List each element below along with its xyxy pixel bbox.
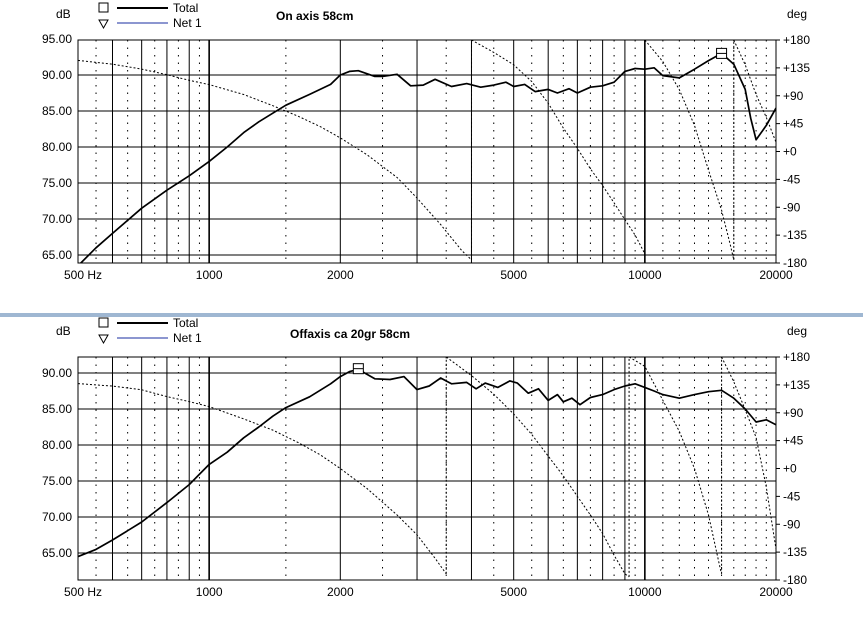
y2-tick-label: -135 [783, 545, 807, 559]
y2-axis-unit: deg [787, 7, 807, 21]
y2-tick-label: +45 [783, 434, 804, 448]
y-tick-label: 80.00 [42, 140, 72, 154]
x-tick-label: 1000 [196, 585, 223, 599]
chart-panel-1: 65.00 70.00 75.00 80.00 85.00 90.00 95.00 -180 -… [42, 1, 810, 282]
x-tick-label: 10000 [628, 585, 662, 599]
y-tick-label: 85.00 [42, 104, 72, 118]
chart-title: Offaxis ca 20gr 58cm [290, 327, 410, 341]
y-tick-label: 90.00 [42, 68, 72, 82]
legend-triangle-marker [98, 19, 109, 30]
series-net-1-line [78, 40, 776, 261]
x-tick-label: 5000 [500, 268, 527, 282]
y2-axis-unit: deg [787, 324, 807, 338]
series-total-line [78, 368, 776, 558]
y-tick-label: 65.00 [42, 248, 72, 262]
y2-tick-label: +135 [783, 61, 810, 75]
y2-tick-label: +90 [783, 89, 804, 103]
x-tick-label: 5000 [500, 585, 527, 599]
y2-tick-label: -135 [783, 228, 807, 242]
chart-title: On axis 58cm [276, 9, 353, 23]
legend-label-total: Total [173, 316, 198, 330]
y-axis-unit: dB [56, 324, 71, 338]
legend-square-marker [98, 317, 109, 328]
y2-tick-label: -180 [783, 256, 807, 270]
x-tick-label: 500 Hz [64, 268, 102, 282]
y2-tick-label: +135 [783, 378, 810, 392]
x-tick-label: 10000 [628, 268, 662, 282]
legend-triangle-marker [98, 334, 109, 345]
x-tick-label: 1000 [196, 268, 223, 282]
x-tick-label: 2000 [327, 268, 354, 282]
y2-tick-label: +90 [783, 406, 804, 420]
legend-label-net1: Net 1 [173, 331, 202, 345]
y2-tick-label: -90 [783, 200, 801, 214]
y2-tick-label: -45 [783, 489, 801, 503]
y-tick-label: 95.00 [42, 32, 72, 46]
y2-tick-label: -180 [783, 573, 807, 587]
y2-tick-label: -90 [783, 517, 801, 531]
x-tick-label: 500 Hz [64, 585, 102, 599]
y-tick-label: 65.00 [42, 546, 72, 560]
legend-label-net1: Net 1 [173, 16, 202, 30]
y2-tick-label: +0 [783, 462, 797, 476]
y2-tick-label: +45 [783, 117, 804, 131]
y2-tick-label: +180 [783, 350, 810, 364]
y-tick-label: 75.00 [42, 474, 72, 488]
legend-square-marker [98, 2, 109, 13]
legend-label-total: Total [173, 1, 198, 15]
y-tick-label: 70.00 [42, 212, 72, 226]
plot-frame [77, 356, 777, 581]
x-tick-label: 20000 [759, 585, 793, 599]
y-tick-label: 80.00 [42, 438, 72, 452]
chart-panel-2: 65.00 70.00 75.00 80.00 85.00 90.00 -180 -135 -9… [42, 316, 810, 599]
series-total-line [79, 52, 776, 263]
panel-divider [0, 313, 863, 317]
x-tick-label: 2000 [327, 585, 354, 599]
y-axis-unit: dB [56, 7, 71, 21]
y2-tick-label: +180 [783, 33, 810, 47]
y-tick-label: 90.00 [42, 366, 72, 380]
plot-frame [77, 39, 777, 264]
x-tick-label: 20000 [759, 268, 793, 282]
y-tick-label: 75.00 [42, 176, 72, 190]
y-tick-label: 70.00 [42, 510, 72, 524]
y2-tick-label: -45 [783, 172, 801, 186]
series-net-1-line [78, 357, 776, 578]
y2-tick-label: +0 [783, 145, 797, 159]
y-tick-label: 85.00 [42, 402, 72, 416]
